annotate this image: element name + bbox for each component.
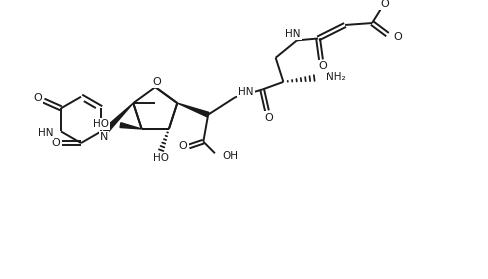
Text: O: O (380, 0, 389, 9)
Polygon shape (103, 103, 133, 133)
Text: OH: OH (223, 151, 239, 161)
Text: HN: HN (238, 88, 254, 97)
Text: HO: HO (153, 153, 169, 163)
Text: NH₂: NH₂ (326, 72, 346, 82)
Text: O: O (153, 77, 162, 87)
Text: O: O (319, 61, 327, 71)
Text: N: N (100, 132, 108, 142)
Text: O: O (34, 93, 42, 103)
Text: O: O (52, 138, 61, 148)
Text: O: O (264, 112, 273, 122)
Text: HN: HN (285, 29, 301, 39)
Text: HO: HO (93, 119, 109, 129)
Text: O: O (393, 32, 402, 42)
Polygon shape (120, 123, 142, 129)
Polygon shape (177, 103, 209, 117)
Text: O: O (179, 141, 187, 151)
Text: HN: HN (38, 128, 53, 138)
